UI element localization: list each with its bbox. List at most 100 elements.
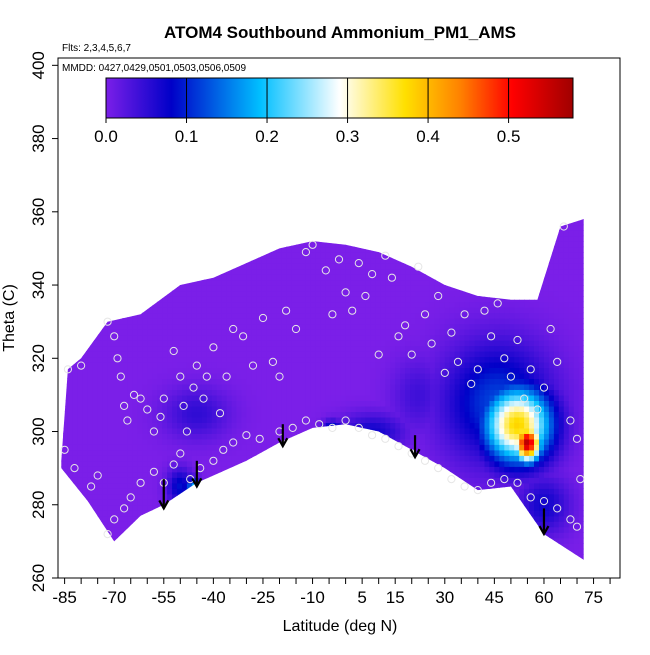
heat-cell <box>420 346 426 352</box>
heat-cell <box>93 433 99 439</box>
heat-cell <box>222 466 228 472</box>
heat-cell <box>415 417 421 423</box>
heat-cell <box>142 346 148 352</box>
heat-cell <box>291 560 297 566</box>
heat-cell <box>296 554 302 560</box>
heat-cell <box>361 499 367 505</box>
heat-cell <box>177 560 183 566</box>
heat-cell <box>162 538 168 544</box>
heat-cell <box>152 455 158 461</box>
heat-cell <box>232 362 238 368</box>
heat-cell <box>232 472 238 478</box>
heat-cell <box>375 296 381 302</box>
heat-cell <box>222 247 228 253</box>
heat-cell <box>142 313 148 319</box>
heat-cell <box>316 455 322 461</box>
heat-cell <box>142 554 148 560</box>
heat-cell <box>370 373 376 379</box>
heat-cell <box>316 483 322 489</box>
heat-cell <box>430 549 436 555</box>
heat-cell <box>321 516 327 522</box>
heat-cell <box>113 236 119 242</box>
heat-cell <box>63 488 69 494</box>
heat-cell <box>336 313 342 319</box>
heat-cell <box>311 252 317 258</box>
heat-cell <box>271 296 277 302</box>
heat-cell <box>73 510 79 516</box>
heat-cell <box>167 362 173 368</box>
heat-cell <box>98 263 104 269</box>
heat-cell <box>197 230 203 236</box>
heat-cell <box>68 389 74 395</box>
heat-cell <box>177 258 183 264</box>
heat-cell <box>237 549 243 555</box>
heat-cell <box>83 329 89 335</box>
heat-cell <box>157 302 163 308</box>
heat-cell <box>58 230 64 236</box>
heat-cell <box>321 477 327 483</box>
heat-cell <box>242 532 248 538</box>
heat-cell <box>93 538 99 544</box>
heat-cell <box>321 565 327 571</box>
heat-cell <box>103 411 109 417</box>
heat-cell <box>380 510 386 516</box>
heat-cell <box>242 439 248 445</box>
heat-cell <box>103 346 109 352</box>
heat-cell <box>370 477 376 483</box>
heat-cell <box>207 307 213 313</box>
heat-cell <box>380 219 386 225</box>
heat-cell <box>395 313 401 319</box>
heat-cell <box>321 499 327 505</box>
heat-cell <box>311 329 317 335</box>
heat-cell <box>286 532 292 538</box>
heat-cell <box>400 505 406 511</box>
heat-cell <box>182 340 188 346</box>
heat-cell <box>68 494 74 500</box>
heat-cell <box>246 527 252 533</box>
heat-cell <box>142 247 148 253</box>
heat-cell <box>88 346 94 352</box>
heat-cell <box>425 302 431 308</box>
heat-cell <box>351 450 357 456</box>
heat-cell <box>93 318 99 324</box>
heat-cell <box>405 346 411 352</box>
heat-cell <box>296 296 302 302</box>
heat-cell <box>415 499 421 505</box>
heat-cell <box>98 225 104 231</box>
heat-cell <box>68 483 74 489</box>
heat-cell <box>336 362 342 368</box>
heat-cell <box>361 247 367 253</box>
heat-cell <box>375 274 381 280</box>
heat-cell <box>212 472 218 478</box>
heat-cell <box>73 367 79 373</box>
heat-cell <box>242 346 248 352</box>
heat-cell <box>73 477 79 483</box>
heat-cell <box>202 225 208 231</box>
heat-cell <box>400 400 406 406</box>
heat-cell <box>147 263 153 269</box>
heat-cell <box>132 280 138 286</box>
heat-cell <box>336 510 342 516</box>
heat-cell <box>341 274 347 280</box>
heat-cell <box>346 428 352 434</box>
heat-cell <box>83 296 89 302</box>
heat-cell <box>420 494 426 500</box>
heat-cell <box>370 450 376 456</box>
heat-cell <box>370 472 376 478</box>
heat-cell <box>83 357 89 363</box>
heat-cell <box>331 433 337 439</box>
heat-cell <box>266 395 272 401</box>
heat-cell <box>93 527 99 533</box>
heat-cell <box>296 318 302 324</box>
heat-cell <box>212 516 218 522</box>
heat-cell <box>118 214 124 220</box>
heat-cell <box>326 560 332 566</box>
heat-cell <box>361 269 367 275</box>
heat-cell <box>420 483 426 489</box>
heat-cell <box>370 411 376 417</box>
heat-cell <box>291 367 297 373</box>
heat-cell <box>331 230 337 236</box>
heat-cell <box>177 483 183 489</box>
heat-cell <box>192 406 198 412</box>
heat-cell <box>331 378 337 384</box>
